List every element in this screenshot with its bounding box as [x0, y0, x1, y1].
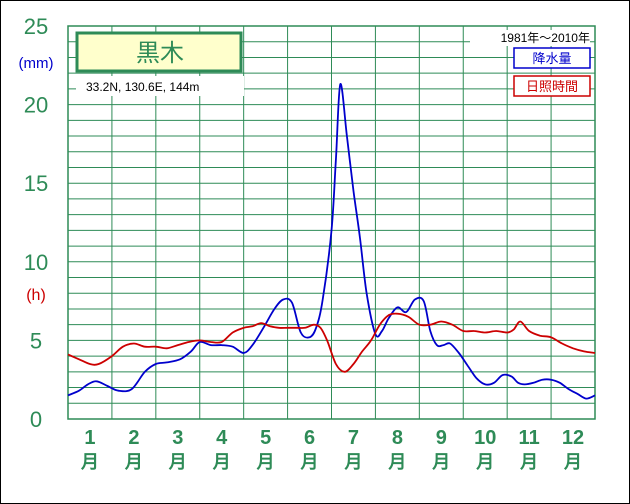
y-tick-label: 20	[24, 93, 48, 118]
x-tick-label: 5	[260, 427, 271, 449]
x-tick-label: 9	[436, 427, 447, 449]
x-tick-suffix: 月	[431, 452, 450, 472]
x-tick-label: 2	[128, 427, 139, 449]
x-tick-label: 8	[392, 427, 403, 449]
chart-title: 黒木	[136, 40, 184, 67]
x-tick-suffix: 月	[300, 452, 319, 472]
y-tick-label: 10	[24, 250, 48, 275]
x-tick-label: 4	[216, 427, 228, 449]
x-tick-suffix: 月	[475, 452, 494, 472]
x-tick-label: 6	[304, 427, 315, 449]
x-tick-suffix: 月	[563, 452, 582, 472]
legend-sunshine-box	[513, 75, 591, 97]
legend-precip-label: 降水量	[532, 51, 571, 66]
x-tick-label: 10	[474, 427, 496, 449]
period-label: 1981年〜2010年	[501, 31, 590, 45]
x-tick-label: 7	[348, 427, 359, 449]
y-tick-label: 5	[30, 328, 42, 353]
series-sunshine-line	[67, 312, 596, 373]
x-tick-suffix: 月	[343, 452, 362, 472]
legend-precip-box	[513, 47, 591, 69]
x-tick-suffix: 月	[80, 452, 99, 472]
series-lines	[67, 83, 596, 400]
location-label: 33.2N, 130.6E, 144m	[86, 80, 199, 94]
y-tick-label: 25	[24, 14, 48, 39]
x-tick-label: 3	[172, 427, 183, 449]
x-tick-suffix: 月	[124, 452, 143, 472]
series-precip-line	[67, 83, 596, 400]
y-axis-ticks: 0 5 10 15 20 25	[24, 14, 48, 432]
y-unit-precip: (mm)	[19, 55, 54, 72]
location-bg	[76, 76, 244, 96]
plot-border	[67, 25, 596, 420]
x-tick-suffix: 月	[387, 452, 406, 472]
period-bg	[470, 30, 590, 46]
x-tick-label: 11	[519, 427, 540, 449]
x-tick-suffix: 月	[168, 452, 187, 472]
y-tick-label: 15	[24, 171, 48, 196]
x-axis-ticks: 1 月 2 月 3 月 4 月 5 月 6 月 7 月 8 月 9 月 10 月 11 月 12 月	[80, 427, 584, 472]
x-tick-label: 1	[84, 427, 95, 449]
legend-sunshine-label: 日照時間	[526, 79, 578, 94]
x-tick-suffix: 月	[256, 452, 275, 472]
x-tick-label: 12	[562, 427, 584, 449]
x-tick-suffix: 月	[519, 452, 538, 472]
y-unit-sunshine: (h)	[26, 287, 46, 304]
grid-lines	[68, 26, 595, 419]
title-box	[75, 31, 243, 73]
x-tick-suffix: 月	[212, 452, 231, 472]
y-tick-label: 0	[30, 407, 42, 432]
